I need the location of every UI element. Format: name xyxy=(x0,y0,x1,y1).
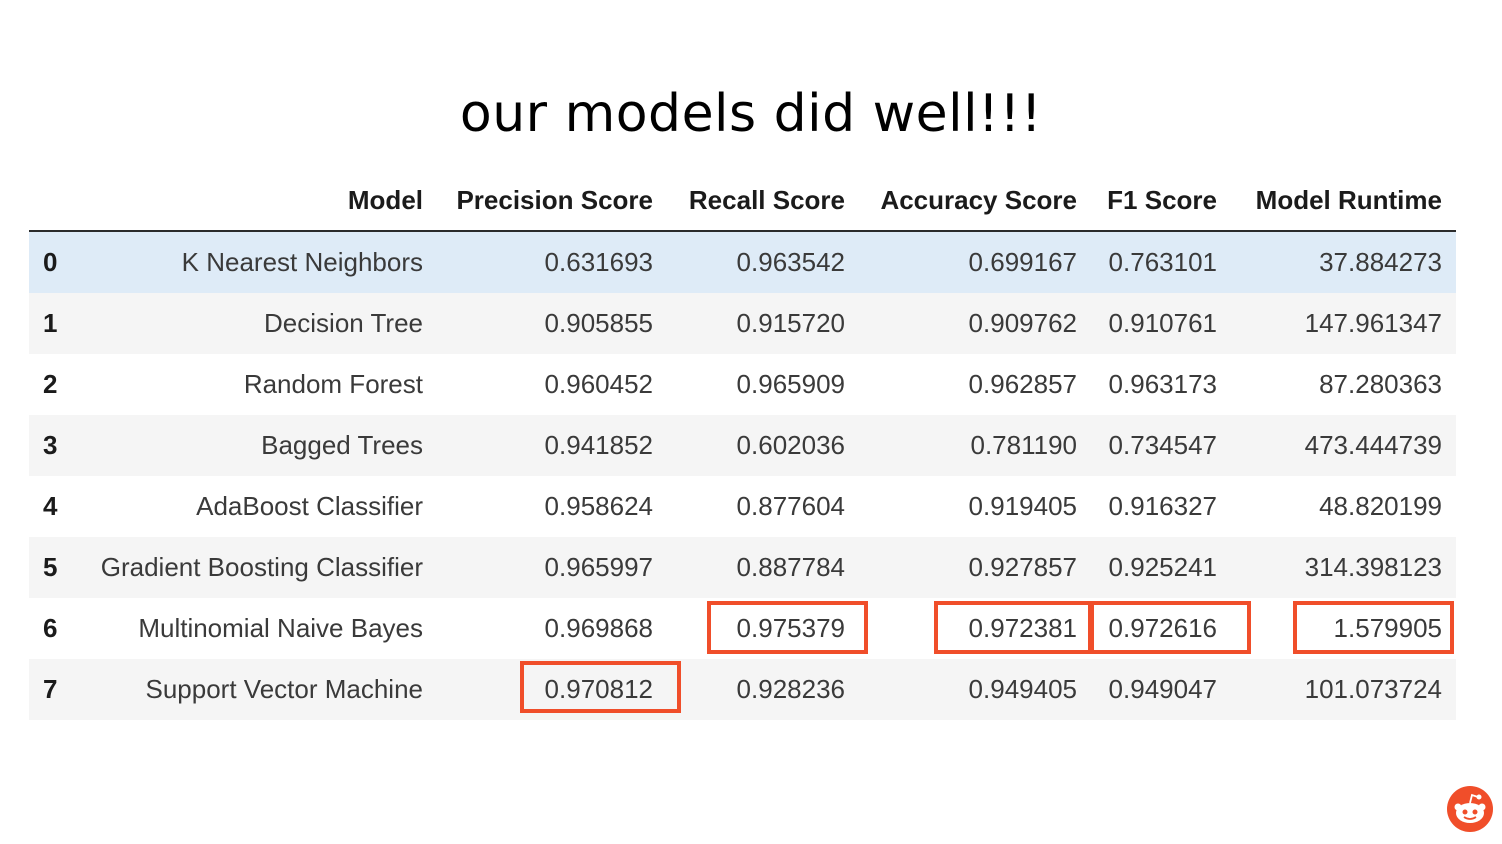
table-row: 1 Decision Tree 0.905855 0.915720 0.9097… xyxy=(29,293,1456,354)
table-row: 5 Gradient Boosting Classifier 0.965997 … xyxy=(29,537,1456,598)
row-index: 2 xyxy=(29,354,81,415)
precision-score: 0.970812 xyxy=(437,659,667,720)
row-index: 6 xyxy=(29,598,81,659)
f1-score: 0.972616 xyxy=(1091,598,1231,659)
slide-title: our models did well!!! xyxy=(459,84,1043,144)
accuracy-score: 0.919405 xyxy=(859,476,1091,537)
f1-score: 0.963173 xyxy=(1091,354,1231,415)
accuracy-score: 0.699167 xyxy=(859,231,1091,293)
header-model: Model xyxy=(81,170,437,232)
f1-score: 0.925241 xyxy=(1091,537,1231,598)
model-name: Bagged Trees xyxy=(81,415,437,476)
accuracy-score: 0.962857 xyxy=(859,354,1091,415)
f1-score: 0.949047 xyxy=(1091,659,1231,720)
row-index: 3 xyxy=(29,415,81,476)
header-recall: Recall Score xyxy=(667,170,859,232)
recall-score: 0.965909 xyxy=(667,354,859,415)
row-index: 1 xyxy=(29,293,81,354)
precision-score: 0.960452 xyxy=(437,354,667,415)
model-name: K Nearest Neighbors xyxy=(81,231,437,293)
precision-score: 0.969868 xyxy=(437,598,667,659)
header-accuracy: Accuracy Score xyxy=(859,170,1091,232)
model-name: Random Forest xyxy=(81,354,437,415)
table-header-row: Model Precision Score Recall Score Accur… xyxy=(29,170,1456,232)
table-row: 3 Bagged Trees 0.941852 0.602036 0.78119… xyxy=(29,415,1456,476)
accuracy-score: 0.927857 xyxy=(859,537,1091,598)
model-name: Support Vector Machine xyxy=(81,659,437,720)
model-name: Decision Tree xyxy=(81,293,437,354)
table-row: 0 K Nearest Neighbors 0.631693 0.963542 … xyxy=(29,231,1456,293)
accuracy-score: 0.949405 xyxy=(859,659,1091,720)
model-runtime: 473.444739 xyxy=(1231,415,1456,476)
header-runtime: Model Runtime xyxy=(1231,170,1456,232)
f1-score: 0.910761 xyxy=(1091,293,1231,354)
precision-score: 0.905855 xyxy=(437,293,667,354)
recall-score: 0.915720 xyxy=(667,293,859,354)
accuracy-score: 0.909762 xyxy=(859,293,1091,354)
recall-score: 0.928236 xyxy=(667,659,859,720)
header-f1: F1 Score xyxy=(1091,170,1231,232)
precision-score: 0.958624 xyxy=(437,476,667,537)
model-name: Gradient Boosting Classifier xyxy=(81,537,437,598)
table-row: 7 Support Vector Machine 0.970812 0.9282… xyxy=(29,659,1456,720)
header-precision: Precision Score xyxy=(437,170,667,232)
model-runtime: 87.280363 xyxy=(1231,354,1456,415)
row-index: 0 xyxy=(29,231,81,293)
table-row: 6 Multinomial Naive Bayes 0.969868 0.975… xyxy=(29,598,1456,659)
model-runtime: 147.961347 xyxy=(1231,293,1456,354)
row-index: 7 xyxy=(29,659,81,720)
row-index: 4 xyxy=(29,476,81,537)
recall-score: 0.975379 xyxy=(667,598,859,659)
f1-score: 0.734547 xyxy=(1091,415,1231,476)
f1-score: 0.763101 xyxy=(1091,231,1231,293)
model-runtime: 1.579905 xyxy=(1231,598,1456,659)
model-results-table: Model Precision Score Recall Score Accur… xyxy=(29,170,1456,720)
model-runtime: 37.884273 xyxy=(1231,231,1456,293)
recall-score: 0.877604 xyxy=(667,476,859,537)
header-index xyxy=(29,170,81,232)
model-name: AdaBoost Classifier xyxy=(81,476,437,537)
f1-score: 0.916327 xyxy=(1091,476,1231,537)
reddit-snoo-icon xyxy=(1447,786,1493,832)
accuracy-score: 0.781190 xyxy=(859,415,1091,476)
recall-score: 0.963542 xyxy=(667,231,859,293)
precision-score: 0.631693 xyxy=(437,231,667,293)
accuracy-score: 0.972381 xyxy=(859,598,1091,659)
table-row: 4 AdaBoost Classifier 0.958624 0.877604 … xyxy=(29,476,1456,537)
row-index: 5 xyxy=(29,537,81,598)
recall-score: 0.887784 xyxy=(667,537,859,598)
recall-score: 0.602036 xyxy=(667,415,859,476)
precision-score: 0.965997 xyxy=(437,537,667,598)
precision-score: 0.941852 xyxy=(437,415,667,476)
model-runtime: 314.398123 xyxy=(1231,537,1456,598)
model-name: Multinomial Naive Bayes xyxy=(81,598,437,659)
table-row: 2 Random Forest 0.960452 0.965909 0.9628… xyxy=(29,354,1456,415)
model-runtime: 101.073724 xyxy=(1231,659,1456,720)
model-runtime: 48.820199 xyxy=(1231,476,1456,537)
